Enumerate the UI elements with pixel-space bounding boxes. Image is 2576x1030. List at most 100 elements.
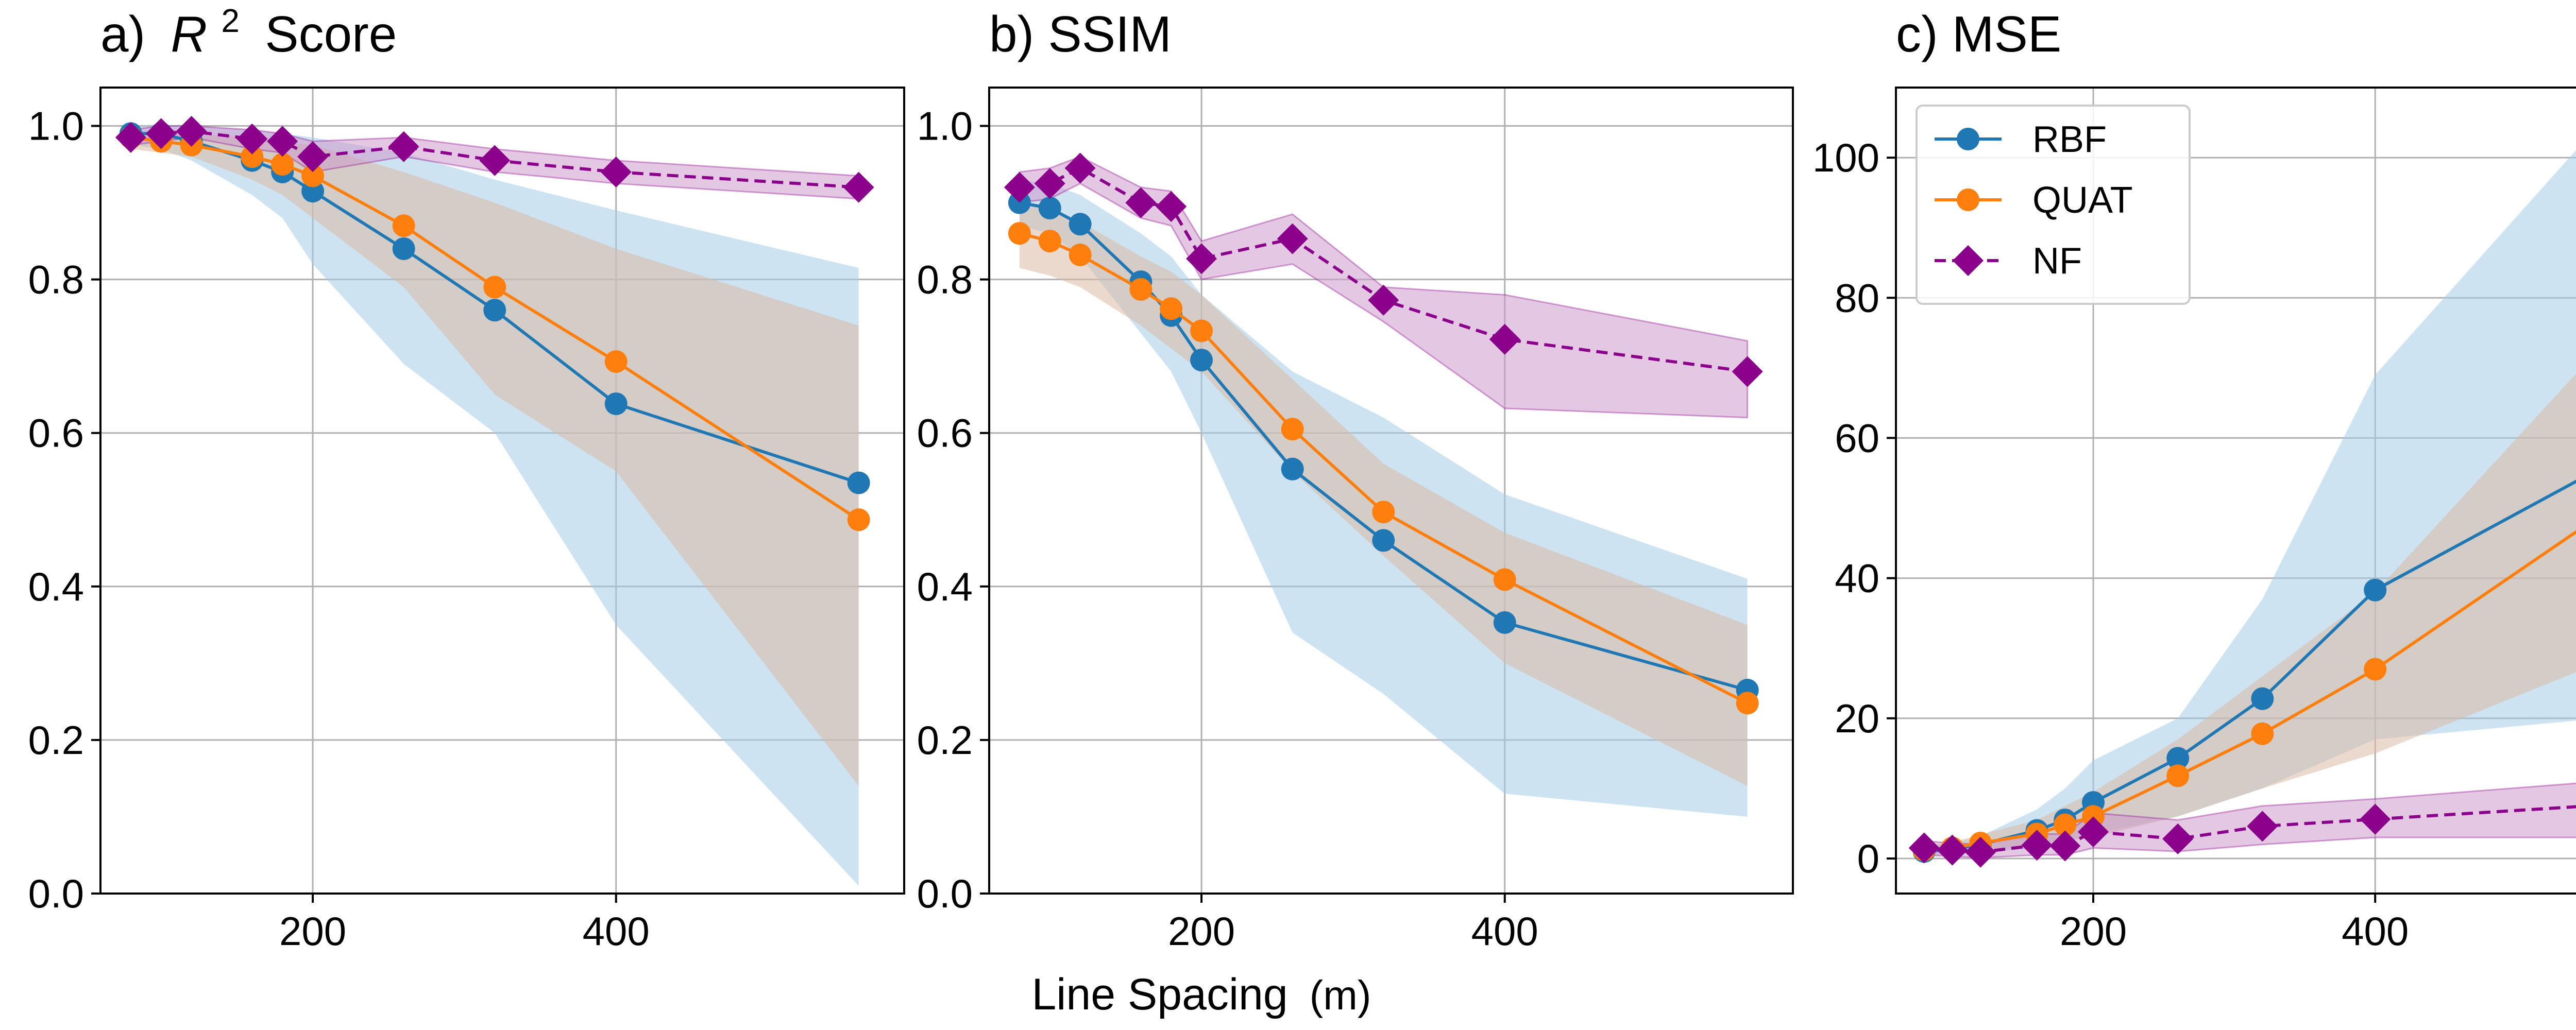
panel-b-point-nf-400 [1489,323,1520,355]
panel-b-point-quat-260 [1281,418,1304,441]
panel-c-point-quat-260 [2166,764,2190,787]
panel-b-point-quat-560 [1736,692,1759,715]
panel-a-point-rbf-560 [847,471,870,494]
panel-a-point-quat-160 [241,145,264,168]
panel-a-frame [99,87,905,895]
panel-b-y-tick-label-0: 0.0 [917,871,973,916]
panel-b-point-quat-80 [1008,222,1031,245]
panel-b-title: b) SSIM [989,6,1172,62]
panel-c-y-tick-label-1: 20 [1835,696,1879,741]
shared-x-axis-label: Line Spacing (m) [1031,970,1371,1019]
legend-marker-rbf [1957,128,1979,150]
panel-a-x-tick-label-200: 200 [279,908,346,954]
panel-b-point-nf-200 [1186,243,1217,274]
panel-b-point-nf-260 [1277,223,1308,254]
legend-marker-nf [1953,245,1984,276]
panel-a-point-quat-180 [271,153,294,176]
panel-b-y-tick-label-3: 0.6 [917,410,973,456]
panel-a-point-nf-200 [297,141,329,173]
panel-b-line-rbf [1019,201,1748,692]
panel-b-line-nf [1019,166,1748,373]
panel-b-point-nf-320 [1368,284,1399,316]
panel-b-point-nf-100 [1034,168,1065,199]
panel-c-point-nf-120 [1965,836,1996,868]
panel-c-y-tick-label-2: 40 [1835,556,1879,601]
legend-label-quat: QUAT [2032,180,2133,221]
panel-a-point-nf-560 [843,171,874,203]
panel-b-point-nf-120 [1064,152,1096,184]
panel-b-point-rbf-400 [1493,611,1516,634]
legend-label-nf: NF [2032,241,2082,282]
panel-a-line-nf [130,129,859,189]
panel-c-point-nf-320 [2247,811,2278,842]
panel-a-point-nf-260 [388,131,419,162]
panel-a-r2-score: 200 400 0.0 0.2 0.4 0.6 0.8 1.0 [28,87,905,954]
panel-c-point-nf-100 [1937,834,1968,866]
panel-a-point-nf-100 [145,118,177,149]
panel-a-point-nf-160 [236,123,268,154]
panel-c-mse: 200 400 0 20 40 60 80 100 [1812,87,2576,954]
panel-a-y-tick-label-4: 0.8 [28,257,84,302]
panel-b-point-rbf-200 [1190,349,1213,372]
panel-a-x-tick-label-400: 400 [583,908,650,954]
panel-c-title: c) MSE [1896,6,2061,62]
panel-c-point-nf-180 [2049,830,2081,862]
panel-c-point-rbf-400 [2364,578,2387,602]
panel-a-band-quat [130,129,859,786]
panel-b-y-tick-label-5: 1.0 [917,104,973,149]
panel-a-y-tick-label-3: 0.6 [28,410,84,456]
panel-a-point-rbf-320 [483,299,506,322]
panel-b-point-nf-560 [1732,356,1763,387]
panel-a-point-nf-400 [600,156,632,187]
panel-a-point-rbf-400 [604,392,628,416]
panel-a-title: a) R 2 Score [100,0,397,62]
panel-b-point-quat-320 [1372,501,1395,524]
panel-b-point-rbf-320 [1372,529,1395,552]
panel-b-point-quat-200 [1190,319,1213,342]
panel-a-point-nf-180 [267,126,298,157]
panel-b-point-quat-180 [1160,297,1183,320]
panel-b-frame [988,87,1794,895]
panel-b-point-nf-160 [1125,187,1157,218]
legend: RBF QUAT NF [1916,105,2191,305]
panel-a-y-tick-label-2: 0.4 [28,564,84,609]
panel-c-frame [1895,87,2576,895]
panel-c-point-nf-160 [2021,830,2053,861]
panel-a-y-tick-label-0: 0.0 [28,871,84,916]
panel-c-point-quat-180 [2054,813,2077,836]
panel-a-line-quat [130,135,860,521]
panel-c-point-nf-80 [1908,832,1940,864]
panel-c-y-tick-label-3: 60 [1835,415,1879,460]
shared-x-axis-label-text: Line Spacing [1031,970,1287,1019]
panel-a-point-nf-320 [479,145,511,176]
panel-a-point-quat-320 [483,276,506,299]
panel-c-point-quat-400 [2364,658,2387,681]
panel-b-point-quat-120 [1069,243,1092,266]
panel-c-point-nf-260 [2162,823,2194,854]
panel-c-y-tick-label-0: 0 [1857,836,1879,881]
panel-c-point-nf-200 [2078,816,2109,848]
panel-c-point-nf-400 [2360,803,2391,835]
panel-c-band-quat [1924,373,2576,854]
panel-a-point-rbf-260 [392,237,415,260]
panel-b-point-quat-400 [1493,568,1516,591]
panel-b-x-tick-label-200: 200 [1168,908,1235,954]
panel-c-point-quat-320 [2251,722,2274,745]
panel-b-point-nf-80 [1004,171,1035,203]
panel-c-x-tick-label-400: 400 [2342,908,2409,954]
panel-b-point-rbf-260 [1281,457,1304,480]
legend-label-rbf: RBF [2032,119,2107,160]
panel-b-y-tick-label-1: 0.2 [917,717,973,763]
panel-c-x-tick-label-200: 200 [2060,908,2127,954]
panel-a-title-superscript: 2 [221,2,240,39]
panel-c-y-tick-label-5: 100 [1812,135,1879,180]
legend-marker-quat [1957,188,1979,211]
panel-b-line-quat [1019,232,1749,705]
panel-a-point-nf-120 [176,115,207,147]
panel-a-point-quat-560 [847,508,870,531]
panel-c-point-rbf-320 [2251,687,2274,710]
panel-a-title-suffix: Score [265,6,397,62]
legend-box [1916,105,2191,305]
panel-b-ssim: 200 400 0.0 0.2 0.4 0.6 0.8 1.0 [917,87,1794,954]
